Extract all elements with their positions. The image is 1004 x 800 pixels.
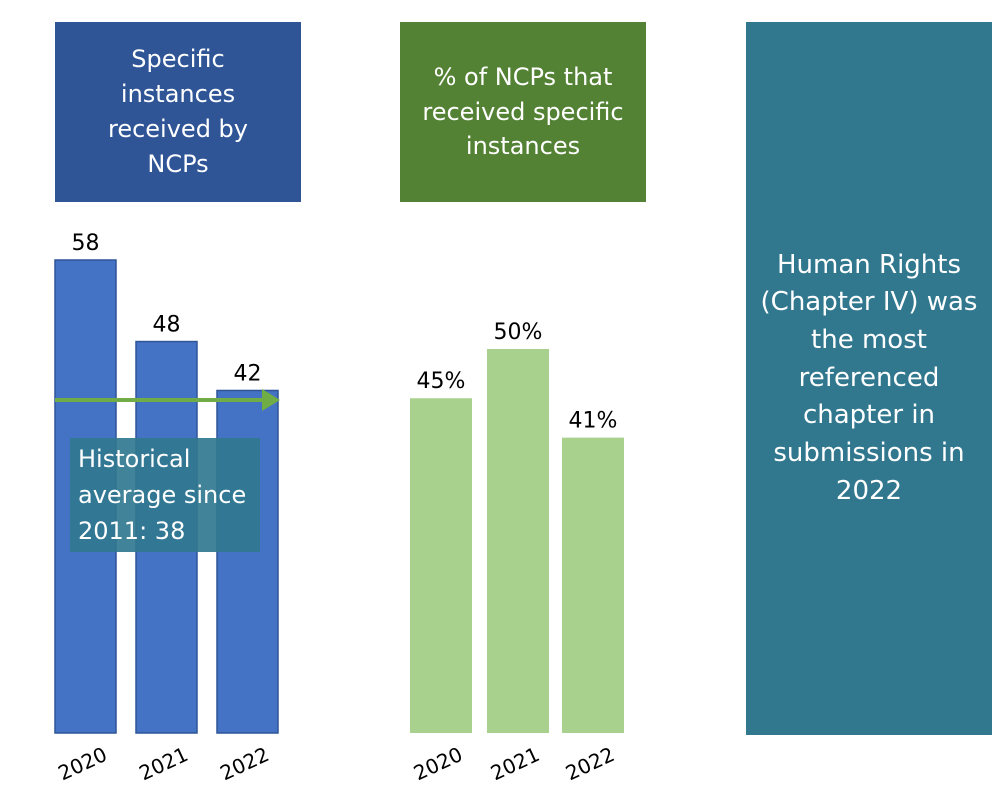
x-tick-label: 2020 bbox=[410, 742, 466, 785]
bar bbox=[487, 349, 549, 733]
data-label: 45% bbox=[417, 369, 466, 394]
annotation: Historical average since 2011: 38 bbox=[70, 438, 260, 552]
arrow-head bbox=[262, 389, 280, 411]
x-tick-label: 2022 bbox=[216, 742, 272, 785]
data-label: 58 bbox=[72, 231, 100, 256]
data-label: 48 bbox=[153, 313, 181, 338]
data-label: 42 bbox=[234, 361, 262, 386]
bar bbox=[562, 437, 624, 733]
x-tick-label: 2021 bbox=[487, 742, 543, 785]
data-label: 41% bbox=[569, 409, 618, 434]
data-label: 50% bbox=[494, 320, 543, 345]
chart-title: % of NCPs that received specific instanc… bbox=[400, 22, 646, 202]
chart-title: Specific instances received by NCPs bbox=[55, 22, 301, 202]
x-tick-label: 2022 bbox=[562, 742, 618, 785]
x-tick-label: 2021 bbox=[135, 742, 191, 785]
panel-text: Human Rights (Chapter IV) was the most r… bbox=[746, 22, 992, 735]
x-tick-label: 2020 bbox=[54, 742, 110, 785]
bar bbox=[410, 398, 472, 733]
